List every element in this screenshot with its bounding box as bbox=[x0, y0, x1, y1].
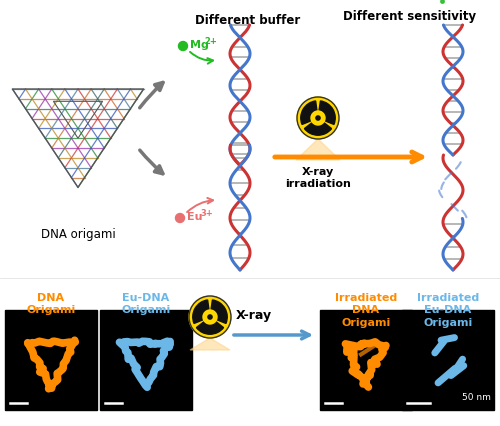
Wedge shape bbox=[319, 101, 335, 124]
Text: DNA
Origami: DNA Origami bbox=[26, 293, 76, 315]
Text: Eu-DNA
Origami: Eu-DNA Origami bbox=[122, 293, 170, 315]
Circle shape bbox=[189, 296, 231, 338]
Wedge shape bbox=[301, 101, 317, 124]
Text: Mg: Mg bbox=[190, 40, 209, 50]
Circle shape bbox=[178, 41, 188, 51]
Wedge shape bbox=[193, 300, 209, 323]
Bar bbox=[5, 310, 97, 410]
Text: X-ray
irradiation: X-ray irradiation bbox=[285, 167, 351, 189]
Text: X-ray: X-ray bbox=[236, 308, 272, 322]
Text: 50 nm: 50 nm bbox=[462, 393, 491, 402]
Circle shape bbox=[297, 97, 339, 139]
Wedge shape bbox=[211, 300, 227, 323]
Text: Eu: Eu bbox=[187, 212, 202, 222]
Circle shape bbox=[316, 116, 320, 120]
Polygon shape bbox=[296, 139, 340, 160]
Wedge shape bbox=[196, 322, 224, 334]
Circle shape bbox=[206, 312, 214, 322]
Polygon shape bbox=[190, 338, 230, 350]
Text: DNA origami: DNA origami bbox=[40, 228, 116, 241]
Text: Different sensitivity: Different sensitivity bbox=[344, 10, 476, 23]
Text: Different buffer: Different buffer bbox=[196, 14, 300, 27]
Text: Irradiated
Eu-DNA
Origami: Irradiated Eu-DNA Origami bbox=[417, 293, 479, 328]
Circle shape bbox=[176, 213, 184, 222]
Text: 2+: 2+ bbox=[204, 37, 217, 46]
Text: Irradiated
DNA
Origami: Irradiated DNA Origami bbox=[335, 293, 397, 328]
Circle shape bbox=[208, 315, 212, 319]
Bar bbox=[402, 310, 494, 410]
Circle shape bbox=[314, 113, 322, 123]
Text: 3+: 3+ bbox=[200, 210, 213, 219]
Bar bbox=[100, 310, 192, 410]
Wedge shape bbox=[304, 123, 332, 135]
Bar bbox=[320, 310, 412, 410]
